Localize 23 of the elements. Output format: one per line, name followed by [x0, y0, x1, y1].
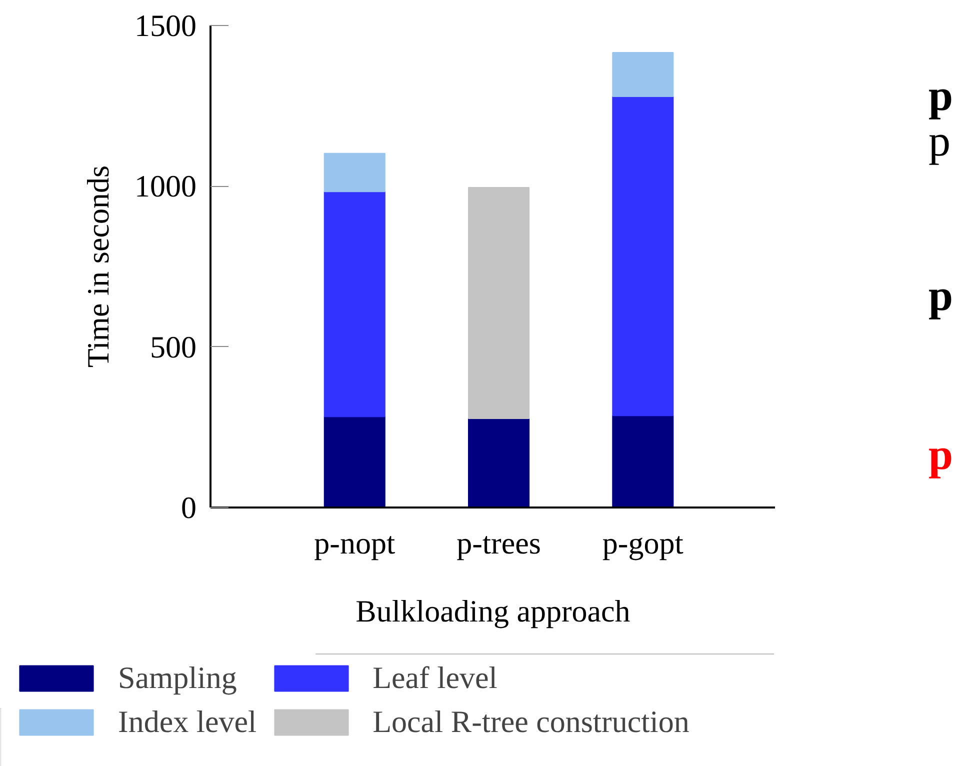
text: p	[928, 430, 953, 479]
x-tick-label: p-nopt	[314, 526, 396, 560]
y-axis-title: Time in seconds	[80, 165, 116, 368]
y-tick-label: 1500	[134, 8, 196, 43]
legend-label: Leaf level	[372, 660, 498, 696]
legend-label: Sampling	[118, 660, 237, 696]
bar	[324, 191, 386, 418]
bar	[612, 96, 674, 416]
x-tick-label: p-trees	[456, 526, 541, 560]
bar	[468, 186, 530, 419]
bar	[324, 416, 386, 508]
text: p	[928, 270, 953, 320]
x-axis-title: Bulkloading approach	[356, 594, 631, 628]
legend-label: Index level	[118, 704, 257, 740]
legend-label: Local R-tree construction	[372, 704, 690, 740]
y-tick-label: 1000	[134, 168, 196, 204]
bar	[468, 418, 530, 508]
bar	[612, 415, 674, 508]
x-tick-label: p-gopt	[602, 526, 684, 560]
bar	[612, 52, 674, 98]
bar	[324, 152, 386, 192]
y-tick-label: 500	[150, 329, 196, 364]
y-tick-label: 0	[181, 490, 196, 525]
